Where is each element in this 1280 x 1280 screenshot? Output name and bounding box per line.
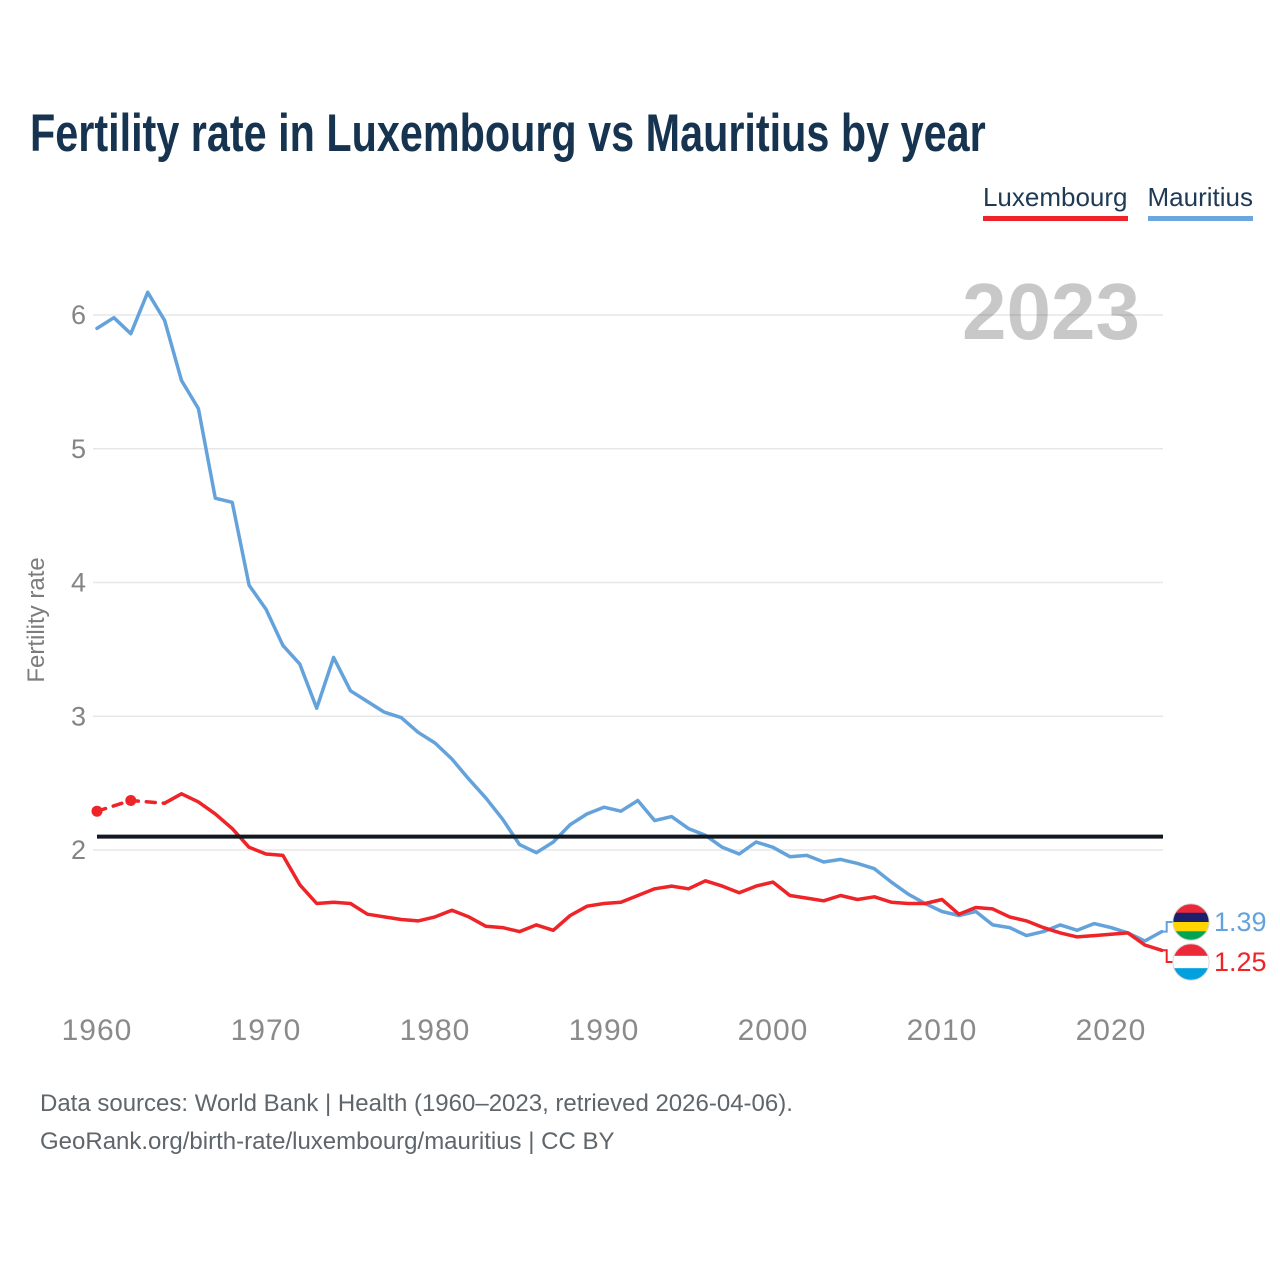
luxembourg-line[interactable] bbox=[162, 792, 1164, 953]
footer: Data sources: World Bank | Health (1960–… bbox=[40, 1085, 793, 1161]
legend-item-mauritius[interactable]: Mauritius bbox=[1147, 182, 1253, 221]
mauritius-end-connector bbox=[1161, 921, 1173, 933]
legend-item-luxembourg[interactable]: Luxembourg bbox=[982, 182, 1128, 221]
y-axis-title: Fertility rate bbox=[23, 557, 50, 682]
legend-label-luxembourg: Luxembourg bbox=[982, 182, 1128, 212]
luxembourg-end-connector bbox=[1161, 949, 1173, 963]
flag-stripe bbox=[1173, 955, 1209, 969]
mauritius-line[interactable] bbox=[95, 290, 1164, 943]
legend-underline-luxembourg bbox=[982, 215, 1128, 221]
y-tick-label: 4 bbox=[71, 568, 86, 598]
footer-sources-line: Data sources: World Bank | Health (1960–… bbox=[40, 1090, 793, 1117]
luxembourg-data-dot bbox=[125, 795, 137, 806]
x-tick-label: 1960 bbox=[62, 1014, 133, 1047]
flag-stripe bbox=[1173, 922, 1209, 932]
mauritius-end-value: 1.39 bbox=[1214, 907, 1267, 937]
y-tick-label: 3 bbox=[71, 701, 86, 731]
footer-attribution-line: GeoRank.org/birth-rate/luxembourg/maurit… bbox=[40, 1128, 615, 1155]
luxembourg-data-dot bbox=[91, 805, 103, 817]
flag-stripe bbox=[1173, 904, 1209, 914]
flag-stripe bbox=[1173, 968, 1209, 980]
x-tick-label: 1970 bbox=[231, 1014, 302, 1047]
x-tick-label: 1980 bbox=[400, 1014, 471, 1047]
luxembourg-flag-icon bbox=[1173, 944, 1209, 980]
x-tick-label: 2020 bbox=[1076, 1014, 1147, 1047]
flag-stripe bbox=[1173, 944, 1209, 957]
legend-underline-mauritius bbox=[1147, 215, 1253, 221]
y-tick-label: 6 bbox=[71, 300, 86, 330]
mauritius-flag-icon bbox=[1173, 904, 1209, 940]
legend-label-mauritius: Mauritius bbox=[1147, 182, 1253, 212]
luxembourg-flag-ring bbox=[1172, 943, 1210, 981]
luxembourg-end-value: 1.25 bbox=[1214, 947, 1267, 977]
x-tick-label: 2000 bbox=[738, 1014, 809, 1047]
mauritius-flag-ring bbox=[1172, 903, 1210, 941]
legend: Luxembourg Mauritius bbox=[982, 182, 1253, 221]
flag-stripe bbox=[1173, 912, 1209, 923]
y-tick-label: 5 bbox=[71, 434, 86, 464]
flag-stripe bbox=[1173, 931, 1209, 940]
x-tick-label: 2010 bbox=[907, 1014, 978, 1047]
x-tick-label: 1990 bbox=[569, 1014, 640, 1047]
y-tick-label: 2 bbox=[71, 835, 86, 865]
page-title: Fertility rate in Luxembourg vs Mauritiu… bbox=[30, 104, 986, 163]
